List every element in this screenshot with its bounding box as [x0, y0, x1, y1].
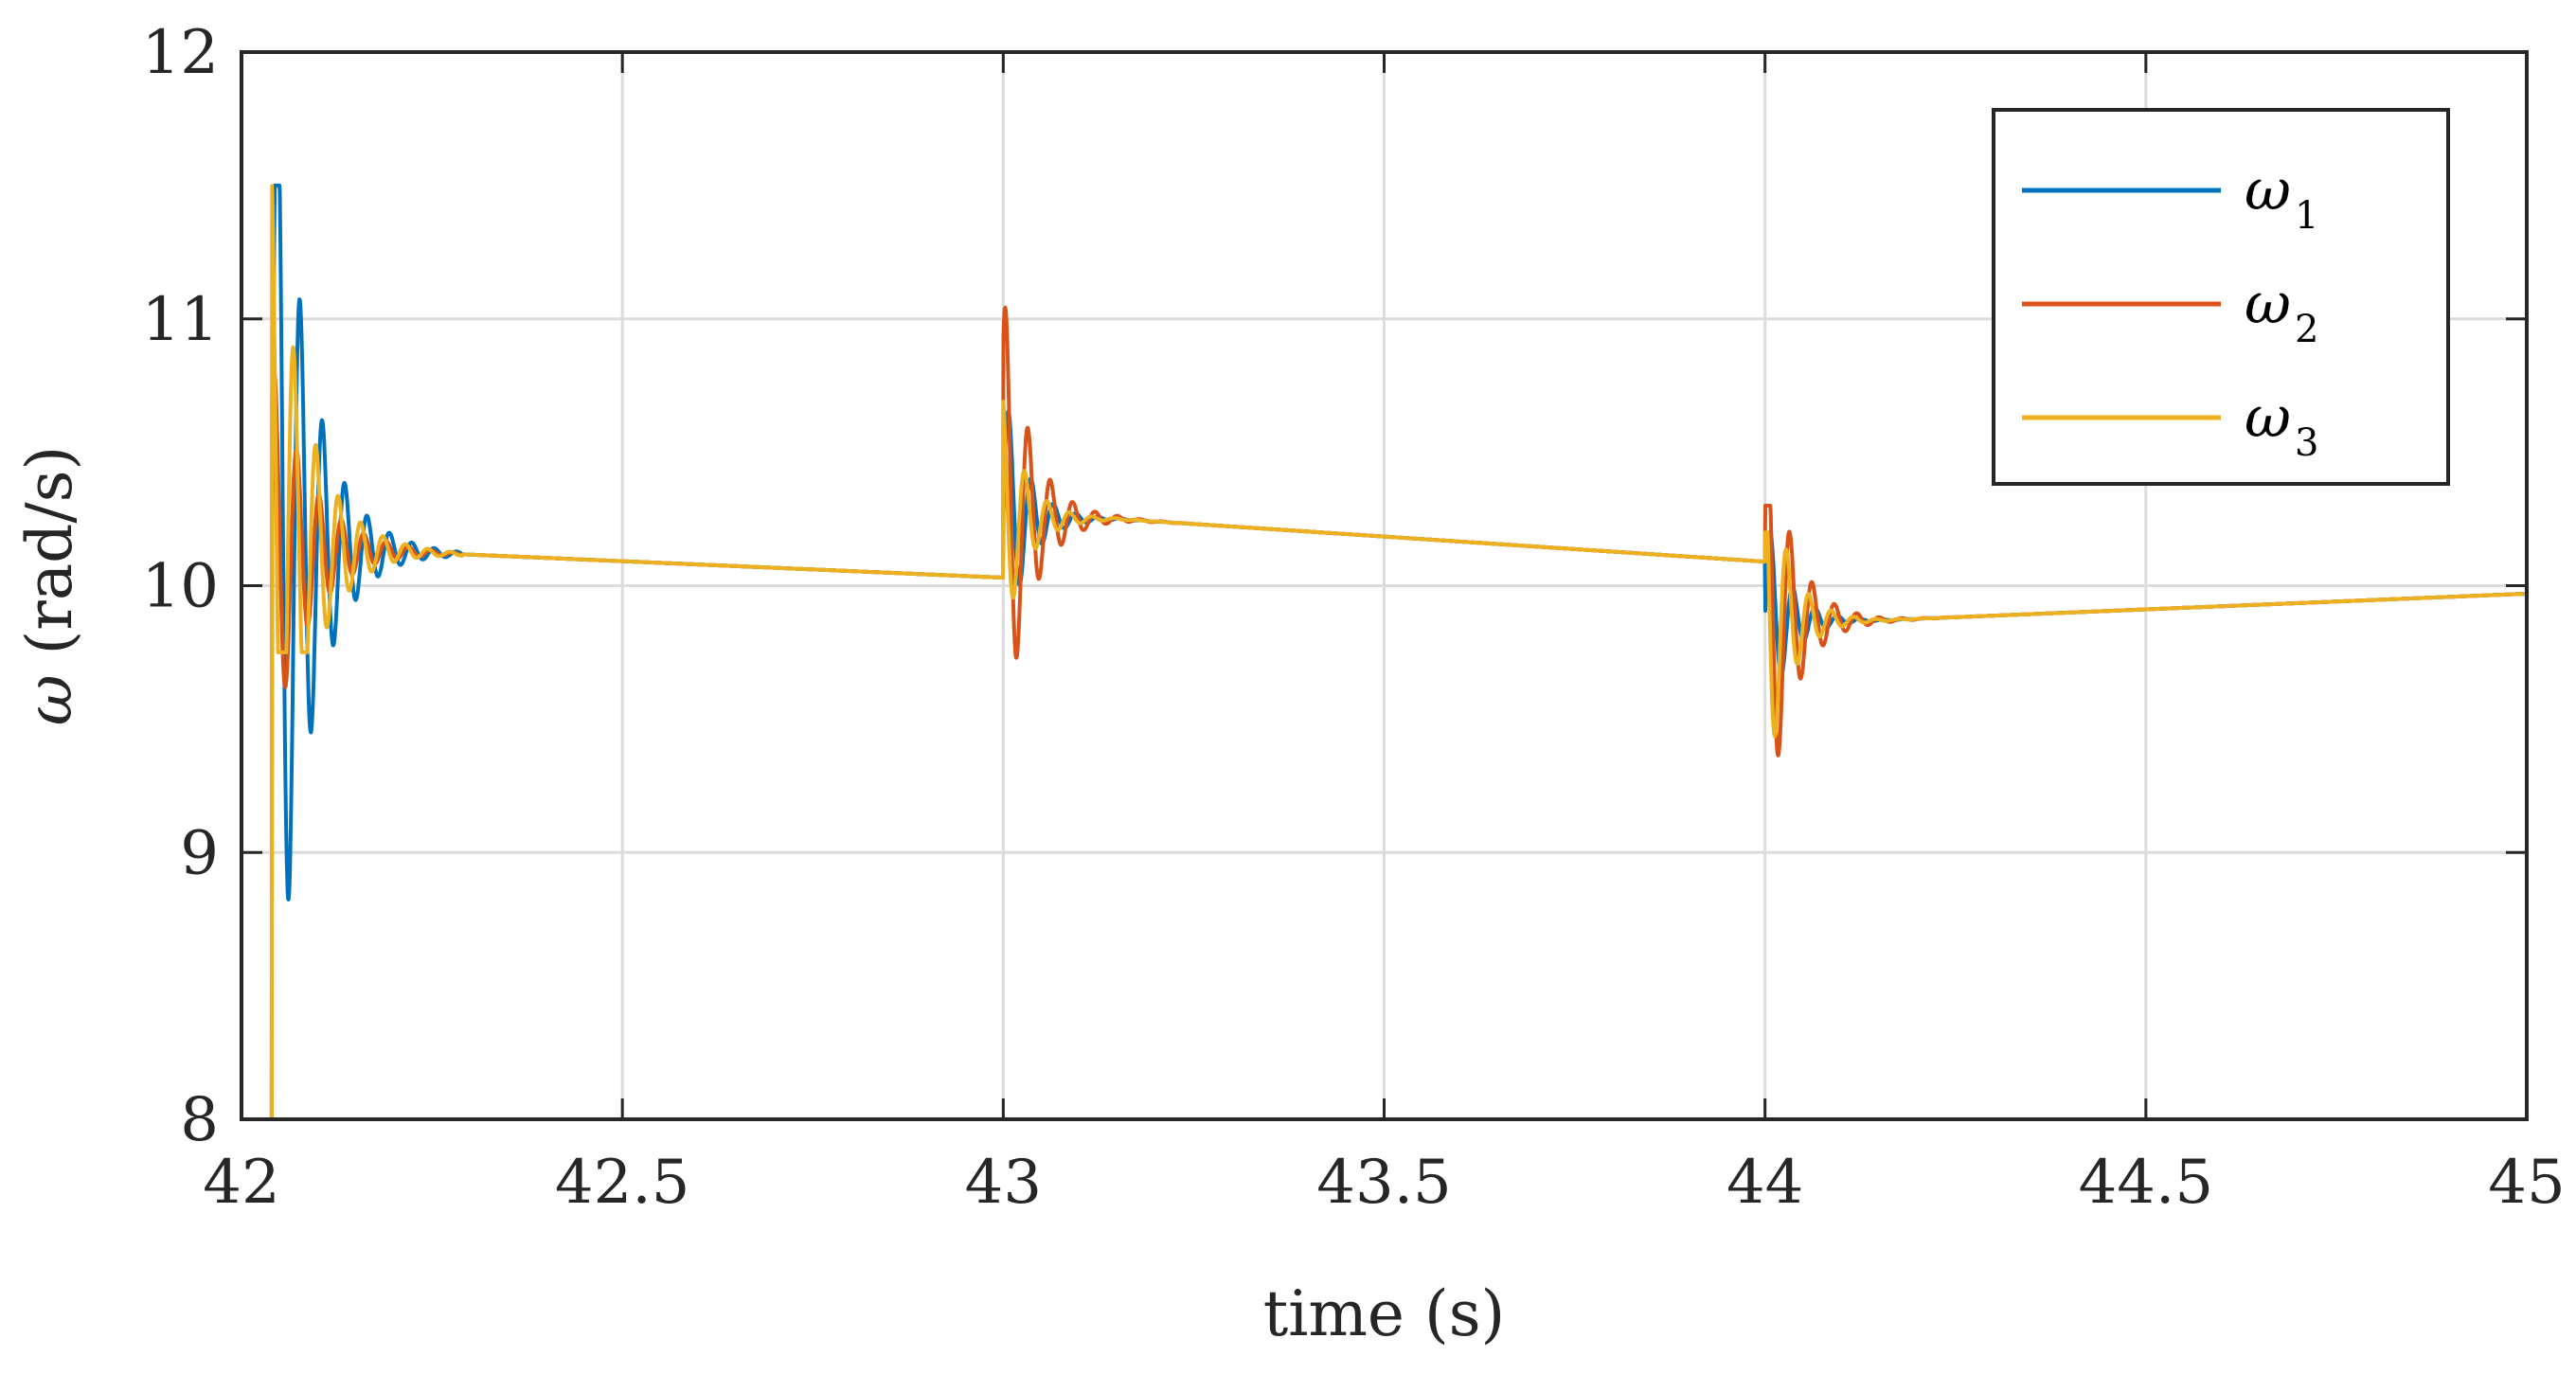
y-tick-label: 10	[142, 552, 219, 622]
legend-box	[1992, 108, 2450, 486]
x-tick-label: 43	[965, 1148, 1042, 1218]
x-tick-label: 44	[1726, 1148, 1803, 1218]
y-tick-label: 12	[142, 18, 219, 88]
x-tick-label: 42.5	[555, 1148, 690, 1218]
y-axis-label: ω (rad/s)	[13, 446, 86, 726]
y-axis-symbol: ω	[13, 674, 86, 725]
x-axis-label: time (s)	[1263, 1277, 1506, 1350]
y-axis-unit: (rad/s)	[13, 446, 86, 675]
x-tick-label: 45	[2488, 1148, 2565, 1218]
series-line-3	[240, 184, 2529, 1121]
x-tick-label: 44.5	[2079, 1148, 2214, 1218]
y-tick-label: 9	[180, 818, 219, 888]
x-tick-label: 42	[203, 1148, 279, 1218]
ticks: 42 42.5 43 43.5 44 44.5 45 8 9 10 11 12	[142, 18, 2566, 1218]
y-tick-label: 8	[180, 1085, 219, 1155]
x-tick-label: 43.5	[1316, 1148, 1452, 1218]
series-layer	[240, 183, 2529, 1121]
y-tick-label: 11	[142, 285, 219, 355]
legend: ω 1 ω 2 ω 3	[1992, 108, 2450, 486]
